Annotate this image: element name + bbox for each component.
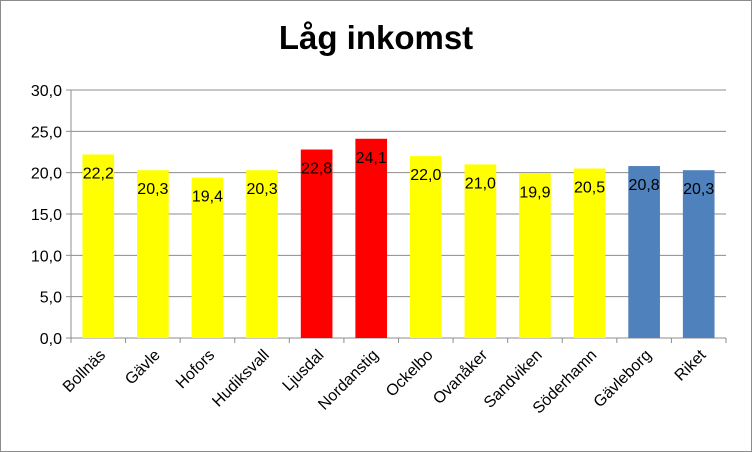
category-label: Hudiksvall bbox=[209, 347, 273, 411]
bar bbox=[519, 173, 551, 338]
bar bbox=[409, 156, 442, 338]
bar bbox=[246, 170, 278, 338]
y-tick-label: 15,0 bbox=[31, 207, 62, 224]
bar bbox=[573, 168, 606, 338]
data-label: 20,5 bbox=[574, 180, 605, 197]
y-tick-label: 10,0 bbox=[31, 248, 62, 265]
data-label: 22,0 bbox=[410, 167, 441, 184]
data-label: 22,2 bbox=[83, 165, 114, 182]
data-label: 20,3 bbox=[137, 181, 168, 198]
y-tick-label: 5,0 bbox=[40, 290, 62, 307]
data-label: 21,0 bbox=[465, 175, 496, 192]
data-label: 19,4 bbox=[192, 189, 223, 206]
bar bbox=[464, 164, 497, 338]
category-label: Hofors bbox=[173, 347, 218, 392]
y-tick-label: 30,0 bbox=[31, 83, 62, 100]
bar bbox=[682, 170, 715, 338]
category-label: Riket bbox=[672, 346, 710, 384]
category-label: Gävleborg bbox=[591, 347, 655, 411]
data-label: 20,8 bbox=[629, 177, 660, 194]
data-label: 22,8 bbox=[301, 161, 332, 178]
bar bbox=[82, 154, 115, 338]
bar bbox=[628, 166, 660, 338]
data-label: 20,3 bbox=[246, 181, 277, 198]
data-label: 20,3 bbox=[683, 181, 714, 198]
bar bbox=[355, 138, 388, 338]
y-tick-label: 25,0 bbox=[31, 124, 62, 141]
category-label: Ljusdal bbox=[280, 347, 328, 395]
category-label: Ockelbo bbox=[383, 347, 437, 401]
bar bbox=[300, 149, 333, 338]
y-tick-label: 0,0 bbox=[40, 331, 62, 348]
y-tick-label: 20,0 bbox=[31, 166, 62, 183]
bar bbox=[137, 170, 169, 338]
chart-title: Låg inkomst bbox=[278, 19, 474, 56]
data-label: 24,1 bbox=[356, 150, 387, 167]
bar bbox=[191, 177, 224, 338]
data-label: 19,9 bbox=[519, 184, 550, 201]
category-label: Bollnäs bbox=[60, 347, 109, 396]
category-label: Gävle bbox=[122, 347, 164, 389]
